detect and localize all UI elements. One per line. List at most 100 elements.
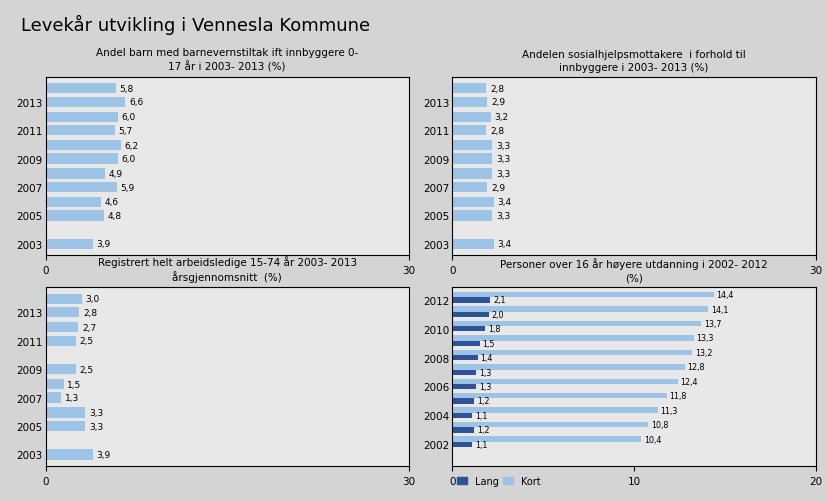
Text: 2,8: 2,8 [490, 85, 504, 94]
Text: 2,7: 2,7 [82, 323, 96, 332]
Bar [452, 239, 493, 249]
Bar [452, 379, 676, 384]
Text: 1,1: 1,1 [475, 411, 487, 420]
Text: 1,4: 1,4 [480, 353, 492, 362]
Bar [45, 112, 118, 123]
Bar [452, 398, 474, 404]
Text: 10,8: 10,8 [650, 420, 667, 429]
Bar [452, 413, 471, 418]
Text: 3,3: 3,3 [495, 141, 509, 150]
Text: 2,5: 2,5 [79, 337, 93, 346]
Text: 3,0: 3,0 [85, 295, 99, 304]
Bar [45, 141, 121, 151]
Text: 3,9: 3,9 [96, 450, 111, 459]
Text: 4,8: 4,8 [108, 211, 122, 220]
Title: Andelen sosialhjelpsmottakere  i forhold til
innbyggere i 2003- 2013 (%): Andelen sosialhjelpsmottakere i forhold … [522, 50, 745, 73]
Text: 13,7: 13,7 [703, 319, 720, 328]
Text: 10,4: 10,4 [643, 435, 661, 443]
Bar [45, 126, 114, 136]
Bar [452, 197, 493, 207]
Text: 6,0: 6,0 [122, 113, 136, 122]
Text: 14,4: 14,4 [715, 291, 733, 300]
Text: 5,7: 5,7 [118, 126, 132, 135]
Text: 12,8: 12,8 [686, 363, 705, 372]
Text: 2,9: 2,9 [490, 183, 504, 192]
Text: Levekår utvikling i Vennesla Kommune: Levekår utvikling i Vennesla Kommune [21, 15, 370, 35]
Bar [452, 427, 474, 433]
Text: 2,5: 2,5 [79, 365, 93, 374]
Bar [452, 182, 487, 193]
Title: Registrert helt arbeidsledige 15-74 år 2003- 2013
årsgjennomsnitt  (%): Registrert helt arbeidsledige 15-74 år 2… [98, 255, 356, 283]
Title: Andel barn med barnevernstiltak ift innbyggere 0-
17 år i 2003- 2013 (%): Andel barn med barnevernstiltak ift innb… [96, 48, 358, 73]
Text: 11,3: 11,3 [659, 406, 676, 415]
Text: 3,4: 3,4 [496, 198, 510, 207]
Bar [45, 197, 101, 207]
Text: 6,2: 6,2 [124, 141, 138, 150]
Bar [45, 449, 93, 460]
Bar [452, 211, 492, 221]
Text: 5,9: 5,9 [121, 183, 135, 192]
Bar [452, 341, 479, 346]
Text: 12,4: 12,4 [680, 377, 697, 386]
Text: 2,0: 2,0 [490, 310, 504, 319]
Text: 6,6: 6,6 [129, 98, 143, 107]
Bar [45, 84, 116, 94]
Bar [452, 336, 693, 341]
Text: 6,0: 6,0 [122, 155, 136, 164]
Bar [45, 408, 85, 418]
Bar [452, 141, 492, 151]
Bar [452, 350, 691, 355]
Text: 1,5: 1,5 [482, 339, 495, 348]
Bar [45, 211, 103, 221]
Bar [45, 421, 85, 431]
Text: 1,5: 1,5 [67, 380, 82, 389]
Bar [45, 182, 117, 193]
Bar [45, 169, 105, 179]
Bar [452, 169, 492, 179]
Bar [452, 441, 471, 447]
Bar [452, 370, 476, 375]
Text: 3,9: 3,9 [96, 240, 111, 249]
Bar [45, 308, 79, 318]
Bar [45, 154, 118, 164]
Bar [452, 326, 485, 332]
Bar [452, 393, 666, 399]
Bar [45, 294, 82, 304]
Text: 14,1: 14,1 [710, 305, 728, 314]
Text: 2,9: 2,9 [490, 98, 504, 107]
Text: 1,2: 1,2 [476, 425, 489, 434]
Bar [452, 112, 490, 123]
Text: 3,3: 3,3 [89, 422, 103, 431]
Text: 3,3: 3,3 [495, 170, 509, 179]
Text: 1,3: 1,3 [478, 368, 490, 377]
Bar [452, 384, 476, 389]
Text: 4,9: 4,9 [108, 170, 122, 179]
Text: 1,2: 1,2 [476, 397, 489, 406]
Text: 1,3: 1,3 [65, 393, 79, 402]
Text: 3,2: 3,2 [495, 113, 509, 122]
Text: 1,8: 1,8 [487, 325, 500, 334]
Bar [45, 364, 76, 375]
Text: 11,8: 11,8 [668, 391, 686, 400]
Bar [452, 154, 492, 164]
Text: 2,1: 2,1 [493, 296, 505, 305]
Bar [452, 422, 648, 427]
Bar [45, 239, 93, 249]
Bar [45, 97, 126, 108]
Bar [452, 84, 485, 94]
Text: 13,3: 13,3 [696, 334, 713, 343]
Bar [452, 355, 477, 361]
Text: 3,3: 3,3 [495, 155, 509, 164]
Bar [45, 336, 76, 346]
Text: 2,8: 2,8 [490, 126, 504, 135]
Bar [452, 307, 708, 312]
Title: Personer over 16 år høyere utdanning i 2002- 2012
(%): Personer over 16 år høyere utdanning i 2… [500, 258, 767, 283]
Bar [452, 364, 684, 370]
Bar [45, 393, 61, 403]
Legend: Lang, Kort: Lang, Kort [457, 476, 540, 486]
Text: 2,8: 2,8 [83, 308, 97, 317]
Bar [452, 436, 640, 442]
Bar [45, 379, 64, 389]
Bar [452, 97, 487, 108]
Bar [452, 408, 657, 413]
